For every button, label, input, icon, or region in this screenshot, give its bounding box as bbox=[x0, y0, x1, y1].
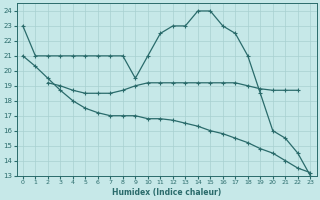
X-axis label: Humidex (Indice chaleur): Humidex (Indice chaleur) bbox=[112, 188, 221, 197]
